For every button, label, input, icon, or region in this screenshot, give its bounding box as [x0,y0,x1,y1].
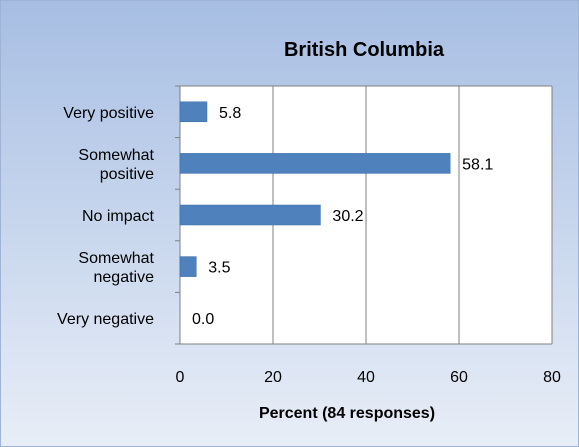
x-tick-label-40: 40 [357,369,375,386]
data-label-2: 30.2 [332,208,363,225]
category-label-1: Somewhat positive [78,147,154,183]
category-label-line: No impact [82,208,155,225]
category-label-0: Very positive [63,105,154,122]
x-tick-label-0: 0 [176,369,185,386]
x-axis-title: Percent (84 responses) [259,405,435,422]
data-label-0: 5.8 [219,105,241,122]
x-tick-label-20: 20 [264,369,282,386]
data-label-3: 3.5 [208,260,230,277]
bars: 5.8 58.1 30.2 3.5 0.0 [179,101,493,328]
x-tick-labels: 0 20 40 60 80 [176,369,561,386]
x-tick-label-80: 80 [543,369,561,386]
category-label-line: Very positive [63,105,154,122]
category-label-2: No impact [82,208,155,225]
category-label-line: Somewhat [78,250,154,267]
category-label-line: positive [100,166,154,183]
bar-0 [179,101,208,123]
category-label-line: Very negative [57,311,154,328]
x-tick-label-60: 60 [450,369,468,386]
chart-title: British Columbia [284,39,445,61]
data-label-4: 0.0 [192,311,214,328]
bar-3 [179,256,197,277]
y-tick-labels: Very positive Somewhat positive No impact So… [57,105,155,328]
data-label-1: 58.1 [462,156,493,173]
category-label-line: Somewhat [78,147,154,164]
category-label-line: negative [94,269,155,286]
category-label-3: Somewhat negative [78,250,154,286]
gridlines [180,85,553,345]
bar-2 [179,204,321,226]
category-label-4: Very negative [57,311,154,328]
bar-1 [179,153,451,174]
